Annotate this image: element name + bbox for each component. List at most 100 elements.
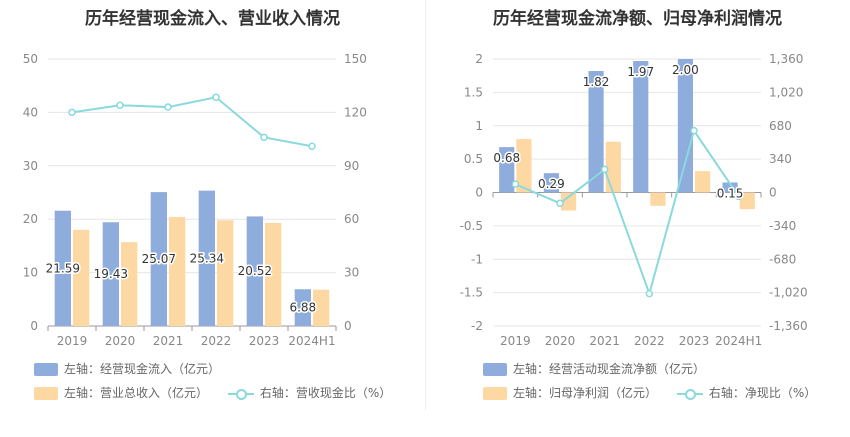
legend-item-net-cash-flow[interactable]: 左轴：经营活动现金流净额（亿元） [483, 360, 705, 377]
bar-secondary [169, 217, 186, 326]
left-axis-tick-label: 0 [475, 186, 483, 200]
x-axis-tick-label: 2020 [545, 334, 576, 348]
bar-secondary [516, 139, 532, 193]
bar-data-label: 20.52 [238, 264, 272, 278]
bar-primary [102, 222, 119, 326]
legend-item-revenue[interactable]: 左轴：营业总收入（亿元） [34, 384, 208, 401]
legend-swatch-blue [34, 363, 58, 376]
right-axis-tick-label: -1,360 [769, 319, 808, 333]
left-axis-tick-label: 2 [475, 52, 483, 66]
bar-secondary [739, 192, 755, 210]
legend-swatch-line [676, 387, 703, 400]
legend-row-2: 左轴：归母净利润（亿元） 右轴：净现比（%） [483, 384, 832, 401]
bar-secondary [73, 229, 90, 326]
legend-label: 左轴：经营现金流入（亿元） [64, 362, 221, 376]
right-axis-tick-label: 0 [344, 319, 352, 333]
right-axis-tick-label: -680 [769, 252, 796, 266]
legend-label: 右轴：营收现金比（%） [259, 386, 392, 400]
bar-data-label: 25.34 [190, 251, 224, 265]
left-axis-tick-label: 0 [30, 319, 38, 333]
bar-data-label: 2.00 [672, 63, 699, 77]
ratio-point [511, 180, 520, 188]
left-chart-panel: 历年经营现金流入、营业收入情况 0 10 20 30 40 50 0 30 60 90 120 150… [23, 9, 392, 401]
x-axis-tick-label: 2019 [57, 334, 88, 348]
ratio-point [308, 142, 316, 150]
legend-item-net-cash-ratio[interactable]: 右轴：净现比（%） [676, 384, 817, 401]
legend-swatch-blue [483, 363, 507, 376]
bar-secondary [561, 192, 577, 211]
right-axis-tick-label: 120 [344, 105, 367, 119]
bar-secondary [695, 171, 711, 193]
x-axis-tick-label: 2024H1 [288, 334, 335, 348]
bar-primary [294, 289, 311, 326]
left-axis-tick-label: 10 [23, 266, 38, 280]
chart-title: 历年经营现金流净额、归母净利润情况 [493, 9, 782, 29]
bar-data-label: 19.43 [94, 267, 128, 281]
ratio-point [734, 192, 743, 201]
x-axis-tick-label: 2019 [500, 334, 531, 348]
bar-data-label: 1.82 [583, 75, 610, 89]
right-axis-tick-label: 1,020 [769, 85, 803, 99]
bar-secondary [217, 220, 234, 326]
x-axis-tick-label: 2022 [201, 334, 232, 348]
bar-primary [633, 61, 649, 193]
left-axis-tick-label: 50 [23, 52, 38, 66]
chart-title: 历年经营现金流入、营业收入情况 [85, 9, 340, 29]
x-axis-tick-label: 2020 [105, 334, 136, 348]
right-axis-tick-label: 680 [769, 119, 792, 133]
left-axis-tick-label: -0.5 [460, 219, 483, 233]
bar-primary [246, 216, 263, 326]
left-axis-tick-label: -2 [471, 319, 483, 333]
bar-secondary [313, 289, 330, 326]
right-chart-panel: 历年经营现金流净额、归母净利润情况 -2 -1.5 -1 -0.5 0 0.5 1 1.5 2 -… [425, 0, 850, 437]
legend-label: 左轴：经营活动现金流净额（亿元） [513, 362, 706, 376]
right-axis-tick-label: 30 [344, 266, 359, 280]
legend-swatch-orange [34, 387, 58, 400]
left-axis-tick-label: -1.5 [460, 286, 483, 300]
ratio-point [600, 165, 609, 174]
ratio-point [68, 108, 76, 117]
right-axis-tick-label: 60 [344, 212, 359, 226]
right-axis-tick-label: -1,020 [769, 286, 808, 300]
bar-data-label: 0.68 [493, 151, 520, 165]
bar-secondary [650, 192, 666, 206]
ratio-point [164, 103, 172, 111]
bar-data-label: 25.07 [142, 252, 176, 266]
left-axis-tick-label: -1 [471, 252, 483, 266]
panel-divider [425, 0, 426, 410]
x-axis-tick-label: 2024H1 [715, 334, 762, 348]
x-axis-tick-label: 2023 [249, 334, 280, 348]
left-axis-tick-label: 1.5 [464, 85, 483, 99]
right-axis-tick-label: 1,360 [769, 52, 803, 66]
bar-primary [677, 59, 693, 193]
bar-primary [588, 71, 604, 193]
ratio-point [260, 133, 268, 142]
legend-swatch-orange [483, 387, 507, 400]
left-axis-tick-label: 1 [475, 119, 483, 133]
bar-data-label: 0.15 [717, 186, 744, 200]
left-axis-tick-label: 20 [23, 212, 38, 226]
legend-item-cash-inflow[interactable]: 左轴：经营现金流入（亿元） [34, 360, 220, 377]
legend-item-ratio[interactable]: 右轴：营收现金比（%） [227, 384, 392, 401]
legend-label: 右轴：净现比（%） [708, 386, 817, 400]
legend-item-net-profit[interactable]: 左轴：归母净利润（亿元） [483, 384, 657, 401]
bar-primary [54, 210, 71, 326]
ratio-point [690, 126, 698, 135]
right-axis-tick-label: 340 [769, 152, 792, 166]
legend-row-1: 左轴：经营活动现金流净额（亿元） [483, 360, 721, 377]
x-axis-tick-label: 2021 [589, 334, 620, 348]
x-axis-tick-label: 2023 [679, 334, 710, 348]
bar-primary [543, 173, 559, 193]
bar-primary [198, 190, 215, 326]
right-axis-tick-label: 0 [769, 186, 777, 200]
left-axis-tick-label: 40 [23, 105, 38, 119]
legend-swatch-line [227, 387, 254, 400]
left-axis-tick-label: 0.5 [464, 152, 483, 166]
ratio-line [71, 96, 313, 148]
bar-data-label: 0.29 [538, 177, 565, 191]
legend-label: 左轴：营业总收入（亿元） [64, 386, 209, 400]
right-axis-tick-label: -340 [769, 219, 796, 233]
left-axis-tick-label: 30 [23, 159, 38, 173]
bar-primary [150, 192, 167, 326]
ratio-point [645, 289, 654, 298]
